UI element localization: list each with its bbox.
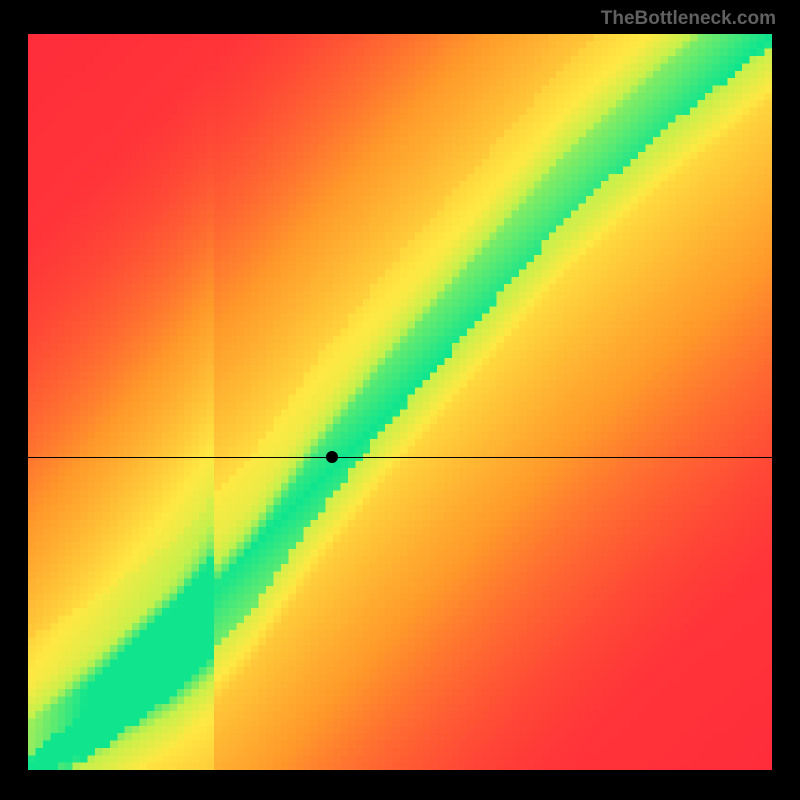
crosshair-vertical [331,770,332,800]
watermark-text: TheBottleneck.com [601,8,776,30]
heatmap-plot-area [28,34,772,770]
data-point-marker [326,451,338,463]
heatmap-canvas [28,34,772,770]
chart-container: { "watermark": { "text": "TheBottleneck.… [0,0,800,800]
crosshair-horizontal [28,457,772,458]
